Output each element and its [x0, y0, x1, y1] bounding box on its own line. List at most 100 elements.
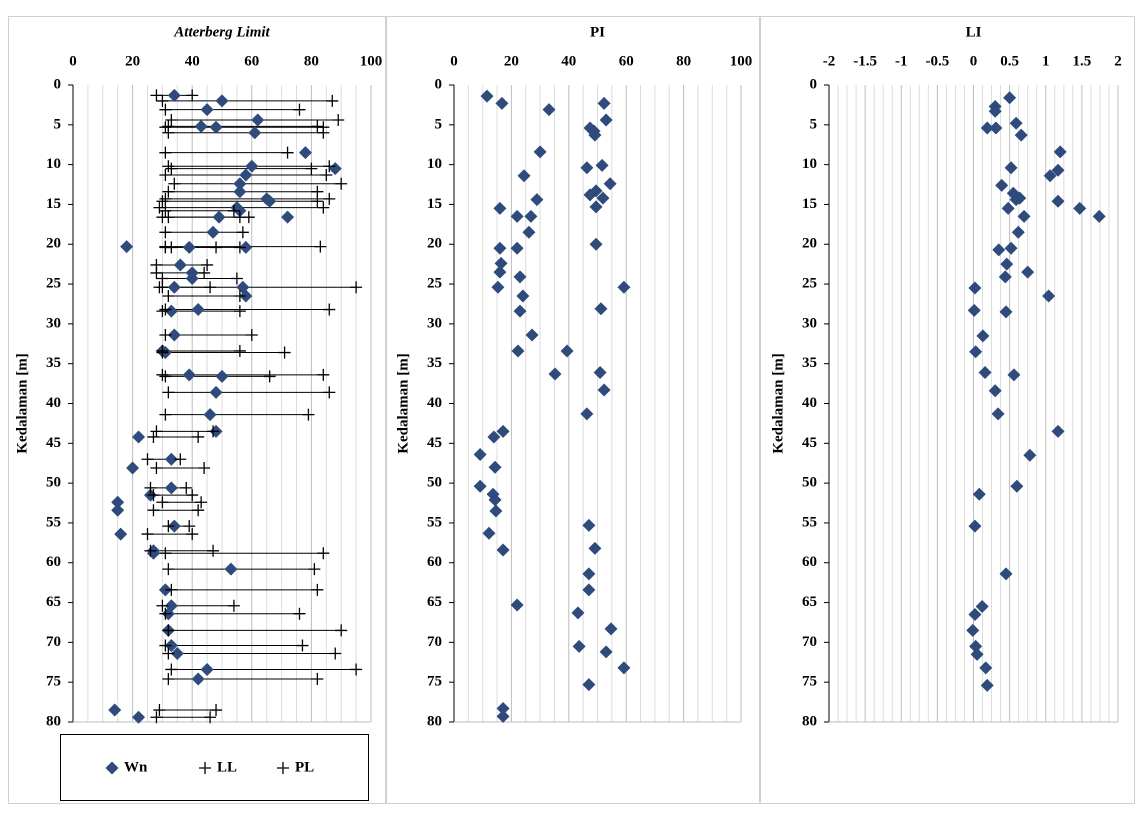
- point: [159, 607, 172, 620]
- point: [159, 204, 172, 217]
- point: [209, 120, 223, 134]
- point: [209, 385, 223, 399]
- point: [159, 192, 172, 205]
- x-tick-label: 40: [185, 53, 200, 69]
- point: [495, 96, 509, 110]
- y-tick-label: 35: [427, 355, 442, 371]
- point: [517, 169, 531, 183]
- point: [332, 114, 345, 127]
- point: [1009, 116, 1023, 130]
- point: [1010, 479, 1024, 493]
- x-tick-label: -1: [895, 53, 908, 69]
- point: [473, 479, 487, 493]
- point: [582, 583, 596, 597]
- point: [156, 211, 169, 224]
- point: [144, 481, 157, 494]
- point: [156, 94, 169, 107]
- point: [162, 520, 175, 533]
- point: [207, 425, 220, 438]
- y-tick-label: 70: [802, 634, 817, 650]
- y-tick-label: 50: [427, 475, 442, 491]
- point: [560, 344, 574, 358]
- point: [159, 547, 172, 560]
- y-tick-label: 30: [802, 315, 817, 331]
- point: [992, 243, 1006, 257]
- point: [978, 365, 992, 379]
- point: [230, 272, 243, 285]
- point: [162, 673, 175, 686]
- y-tick-label: 15: [46, 196, 61, 212]
- point: [329, 647, 342, 660]
- y-axis-label: Kedalaman [m]: [395, 353, 411, 453]
- point: [314, 240, 327, 253]
- point: [233, 177, 247, 191]
- point: [969, 345, 983, 359]
- y-tick-label: 40: [427, 395, 442, 411]
- point: [191, 303, 205, 317]
- y-tick-label: 50: [46, 475, 61, 491]
- y-tick-label: 10: [46, 156, 61, 172]
- point: [594, 302, 608, 316]
- point: [156, 346, 169, 359]
- point: [317, 126, 330, 139]
- point: [496, 701, 510, 715]
- point: [317, 201, 330, 214]
- point: [491, 280, 505, 294]
- x-tick-label: 20: [504, 53, 519, 69]
- point: [516, 289, 530, 303]
- point: [204, 281, 217, 294]
- point: [245, 329, 258, 342]
- point: [1021, 265, 1035, 279]
- y-tick-label: 60: [427, 554, 442, 570]
- x-tick-label: 1: [1042, 53, 1050, 69]
- point: [1042, 289, 1056, 303]
- point: [1000, 257, 1014, 271]
- point: [1007, 368, 1021, 382]
- y-tick-label: 20: [427, 236, 442, 252]
- point: [480, 89, 494, 103]
- point: [150, 461, 163, 474]
- y-tick-label: 35: [46, 355, 61, 371]
- point: [167, 328, 181, 342]
- point: [482, 526, 496, 540]
- point: [111, 495, 125, 509]
- point: [1004, 161, 1018, 175]
- point: [524, 209, 538, 223]
- x-tick-label: 60: [244, 53, 259, 69]
- point: [164, 304, 178, 318]
- point: [170, 647, 184, 661]
- point: [323, 192, 336, 205]
- point: [141, 453, 154, 466]
- point: [580, 161, 594, 175]
- x-tick-label: 100: [360, 53, 383, 69]
- point: [224, 562, 238, 576]
- point: [493, 241, 507, 255]
- point: [251, 113, 265, 127]
- point: [989, 121, 1003, 135]
- x-tick-label: 80: [676, 53, 691, 69]
- point: [183, 520, 196, 533]
- point: [212, 210, 226, 224]
- point: [186, 489, 199, 502]
- y-tick-label: 60: [802, 554, 817, 570]
- point: [233, 290, 246, 303]
- point: [1051, 424, 1065, 438]
- x-tick-label: 0: [970, 53, 978, 69]
- legend-label: Wn: [124, 759, 148, 775]
- y-tick-label: 65: [802, 594, 817, 610]
- point: [233, 211, 246, 224]
- point: [975, 600, 989, 614]
- point: [164, 452, 178, 466]
- point: [599, 645, 613, 659]
- point: [493, 265, 507, 279]
- legend-label: PL: [295, 759, 314, 775]
- point: [156, 305, 169, 318]
- point: [207, 544, 220, 557]
- point: [165, 241, 178, 254]
- point: [162, 160, 175, 173]
- point: [311, 195, 324, 208]
- point: [150, 425, 163, 438]
- x-tick-label: 2: [1114, 53, 1122, 69]
- point: [195, 496, 208, 509]
